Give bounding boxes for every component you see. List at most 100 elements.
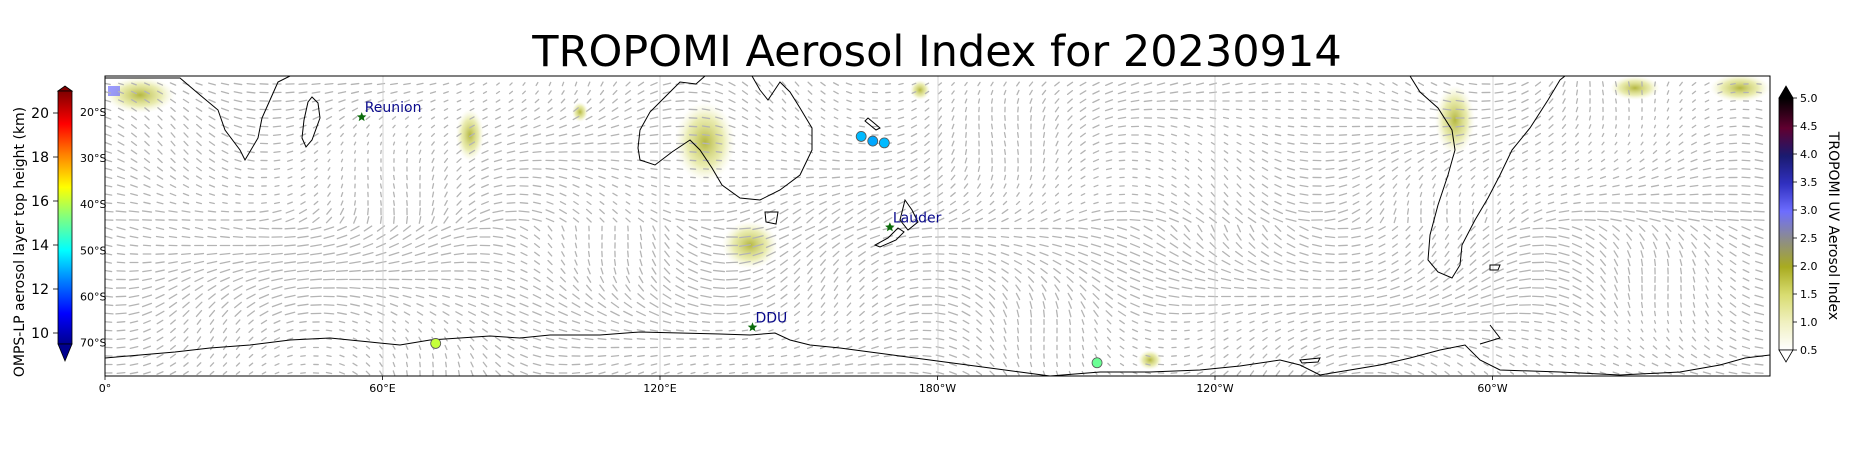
right-colorbar-tick-label: 1.0 — [1800, 316, 1818, 329]
wind-arrow — [1600, 158, 1606, 163]
wind-arrow — [1509, 201, 1515, 205]
wind-arrow — [1470, 234, 1476, 240]
wind-arrow — [964, 81, 968, 87]
wind-arrow — [1378, 243, 1386, 248]
wind-arrow — [1623, 210, 1635, 213]
wind-arrow — [1002, 301, 1008, 309]
wind-arrow — [961, 302, 971, 308]
wind-arrow — [1015, 200, 1021, 206]
wind-arrow — [1094, 327, 1098, 334]
wind-arrow — [664, 201, 670, 205]
wind-arrow — [625, 192, 631, 197]
wind-arrow — [221, 175, 229, 180]
wind-arrow — [130, 132, 138, 138]
wind-arrow — [1184, 175, 1190, 180]
wind-arrow — [406, 183, 408, 189]
wind-arrow — [1730, 319, 1736, 325]
wind-arrow — [1704, 267, 1710, 275]
wind-arrow — [1741, 234, 1751, 240]
wind-arrow — [1001, 208, 1009, 215]
wind-arrow — [1572, 268, 1582, 274]
wind-arrow — [1534, 346, 1542, 349]
wind-arrow — [1665, 345, 1671, 350]
wind-arrow — [636, 329, 646, 332]
wind-arrow — [1406, 208, 1410, 215]
wind-arrow — [1391, 260, 1399, 265]
wind-arrow — [246, 301, 256, 309]
wind-arrow — [532, 337, 542, 341]
wind-arrow — [1197, 183, 1203, 189]
wind-arrow — [1379, 216, 1385, 224]
wind-arrow — [962, 328, 970, 333]
wind-arrow — [1546, 209, 1556, 214]
wind-arrow — [1248, 82, 1256, 86]
wind-arrow — [625, 217, 631, 223]
wind-arrow — [1197, 224, 1203, 233]
wind-arrow — [794, 337, 800, 341]
wind-arrow — [297, 303, 309, 307]
site-label: Reunion — [365, 100, 422, 116]
wind-arrow — [1104, 268, 1114, 274]
wind-arrow — [245, 285, 257, 291]
wind-arrow — [1676, 193, 1686, 196]
wind-arrow — [858, 259, 866, 266]
wind-arrow — [247, 167, 255, 171]
wind-arrow — [1313, 328, 1321, 333]
wind-arrow — [1430, 82, 1438, 86]
wind-arrow — [961, 310, 971, 317]
wind-arrow — [1688, 218, 1700, 222]
wind-arrow — [976, 353, 982, 359]
wind-arrow — [1183, 116, 1191, 120]
wind-arrow — [883, 311, 893, 316]
wind-arrow — [700, 277, 712, 282]
wind-arrow — [884, 328, 892, 333]
wind-arrow — [532, 176, 542, 179]
wind-arrow — [430, 116, 436, 120]
wind-arrow — [298, 99, 308, 103]
wind-arrow — [1236, 150, 1242, 154]
wind-arrow — [1729, 242, 1737, 249]
wind-arrow — [1391, 99, 1399, 103]
wind-arrow — [965, 140, 967, 147]
wind-arrow — [768, 115, 774, 121]
wind-arrow — [988, 293, 996, 300]
wind-arrow — [1574, 328, 1580, 333]
wind-arrow — [494, 150, 502, 154]
wind-arrow — [405, 124, 409, 129]
wind-arrow — [480, 253, 490, 255]
wind-arrow — [1545, 218, 1557, 222]
wind-arrow — [1326, 320, 1334, 324]
wind-arrow — [807, 328, 813, 333]
wind-arrow — [493, 269, 503, 273]
wind-arrow — [220, 285, 230, 291]
lat-tick-label: 40°S — [80, 198, 106, 211]
wind-arrow — [1470, 175, 1476, 180]
wind-arrow — [1430, 158, 1438, 163]
wind-arrow — [222, 336, 228, 342]
wind-arrow — [117, 115, 125, 121]
wind-arrow — [1390, 363, 1400, 366]
wind-arrow — [1533, 217, 1543, 223]
wind-arrow — [949, 320, 957, 324]
wind-arrow — [480, 269, 490, 273]
wind-arrow — [964, 157, 968, 164]
wind-arrow — [169, 192, 177, 197]
wind-arrow — [1078, 218, 1088, 222]
wind-arrow — [116, 354, 126, 358]
wind-arrow — [1755, 108, 1763, 111]
wind-arrow — [1534, 98, 1542, 104]
wind-arrow — [1444, 234, 1450, 240]
wind-arrow — [1169, 91, 1179, 94]
wind-arrow — [817, 225, 829, 232]
wind-arrow — [143, 175, 151, 180]
wind-arrow — [935, 346, 945, 349]
wind-arrow — [402, 286, 412, 290]
wind-arrow — [1677, 225, 1685, 232]
wind-arrow — [287, 371, 293, 375]
wind-arrow — [284, 252, 296, 256]
wind-arrow — [1142, 251, 1154, 257]
wind-arrow — [651, 201, 657, 205]
wind-arrow — [1067, 115, 1073, 121]
wind-arrow — [350, 82, 360, 86]
wind-arrow — [390, 91, 398, 94]
